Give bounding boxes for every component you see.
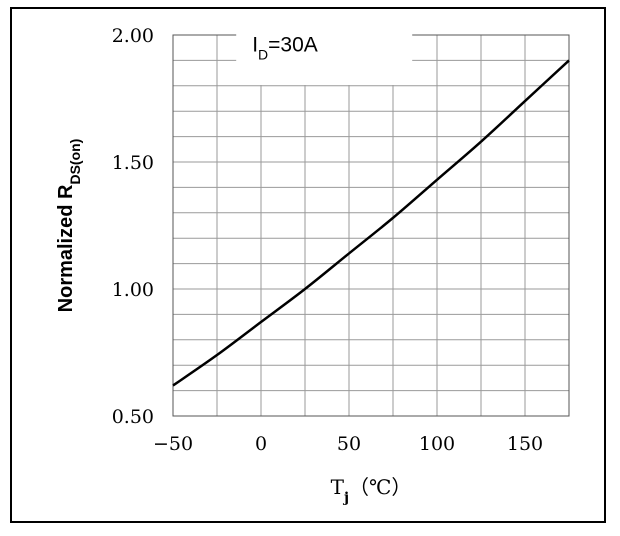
x-tick-label: −50: [153, 433, 193, 455]
y-axis-label: Normalized RDS(on): [55, 139, 83, 313]
annotation-sub: D: [258, 47, 268, 63]
annotation-text: ID=30A: [252, 34, 318, 63]
x-axis-label-main: T: [331, 475, 345, 499]
x-tick-label: 150: [507, 433, 543, 455]
x-axis-label-sub: j: [342, 490, 349, 506]
annotation: ID=30A: [236, 31, 413, 85]
x-tick-label: 0: [255, 433, 267, 455]
grid: [172, 34, 570, 417]
y-axis-label-main: Normalized R: [55, 184, 77, 312]
y-tick-label: 0.50: [112, 406, 154, 428]
plot-border: [172, 34, 570, 417]
y-tick-label: 1.50: [112, 152, 154, 174]
x-tick-labels: −50 0 50 100 150: [153, 433, 543, 455]
y-tick-label: 1.00: [112, 279, 154, 301]
annotation-background: [236, 31, 413, 85]
x-tick-label: 50: [337, 433, 361, 455]
series-layer: [172, 59, 570, 387]
y-axis-label-sub: DS(on): [67, 139, 83, 185]
annotation-tail: =30A: [268, 34, 318, 57]
series-line: [172, 59, 570, 387]
y-tick-label: 2.00: [112, 25, 154, 47]
chart-frame: [10, 7, 606, 523]
x-axis-label: Tj（℃）: [331, 475, 412, 506]
annotation-main: I: [252, 34, 258, 57]
x-tick-label: 100: [419, 433, 455, 455]
x-axis-label-tail: （℃）: [349, 475, 411, 499]
y-tick-labels: 0.50 1.00 1.50 2.00: [112, 25, 154, 428]
